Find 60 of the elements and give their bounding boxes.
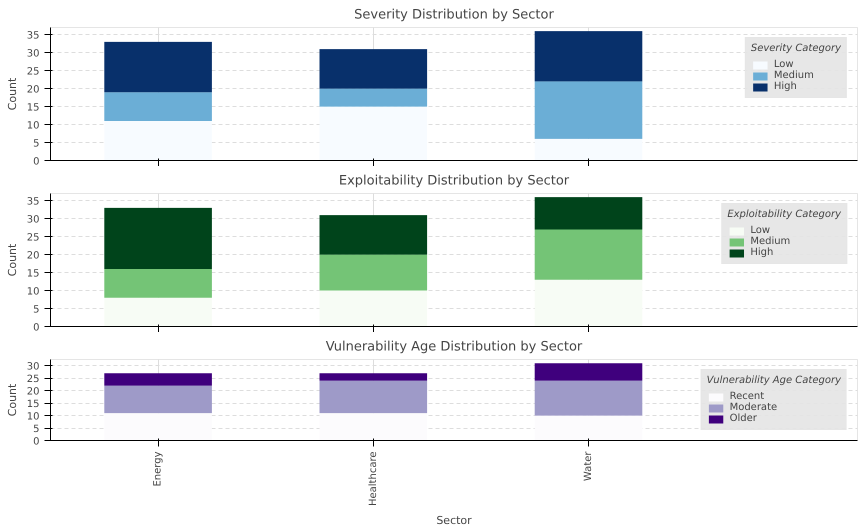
bar	[104, 268, 212, 298]
bar	[104, 42, 212, 92]
bar	[320, 373, 428, 381]
y-tick-label: 30	[26, 362, 40, 373]
y-axis-title: Count	[6, 242, 19, 276]
y-tick-label: 15	[26, 399, 40, 410]
legend-label: Low	[750, 225, 770, 236]
x-axis-title: Sector	[436, 514, 472, 528]
legend-label: Older	[730, 413, 757, 424]
bar	[534, 363, 642, 381]
y-tick-label: 15	[26, 102, 40, 114]
bar	[320, 49, 428, 89]
legend-title: Vulnerability Age Category	[706, 375, 841, 386]
bar	[104, 208, 212, 269]
y-tick-label: 20	[26, 84, 40, 96]
y-tick-label: 25	[26, 66, 40, 78]
y-tick-label: 30	[26, 214, 40, 226]
y-tick-label: 25	[26, 374, 40, 386]
y-tick-label: 35	[26, 30, 40, 42]
y-tick-label: 10	[26, 412, 40, 423]
y-tick-label: 15	[26, 268, 40, 280]
legend-label: Recent	[730, 391, 764, 402]
y-tick-label: 10	[26, 286, 40, 298]
legend-label: Moderate	[730, 402, 778, 413]
y-tick-label: 20	[26, 386, 40, 398]
bar	[534, 31, 642, 82]
x-tick-label: Energy	[152, 451, 164, 487]
y-tick-label: 30	[26, 48, 40, 60]
y-axis-title: Count	[6, 76, 19, 110]
y-tick-label: 0	[33, 436, 40, 448]
bar	[104, 373, 212, 386]
legend-label: High	[774, 81, 797, 92]
bar	[534, 229, 642, 280]
bar	[320, 254, 428, 291]
chart-title: Exploitability Distribution by Sector	[338, 174, 570, 188]
y-tick-label: 0	[33, 322, 40, 334]
legend-label: Low	[774, 59, 794, 70]
y-tick-label: 5	[33, 424, 40, 436]
bar	[104, 298, 212, 326]
y-tick-label: 35	[26, 196, 40, 208]
bar	[534, 197, 642, 230]
chart-title: Vulnerability Age Distribution by Sector	[326, 340, 583, 354]
legend-label: Medium	[774, 70, 814, 81]
y-tick-label: 0	[33, 156, 40, 168]
y-tick-label: 5	[33, 304, 40, 316]
bar	[320, 215, 428, 255]
y-tick-label: 25	[26, 232, 40, 244]
y-tick-label: 10	[26, 120, 40, 132]
legend-title: Severity Category	[750, 43, 841, 54]
bar	[534, 280, 642, 326]
legend-label: High	[750, 247, 774, 258]
chart-title: Severity Distribution by Sector	[354, 8, 554, 22]
y-axis-title: Count	[6, 382, 19, 416]
y-tick-label: 5	[33, 138, 40, 150]
x-tick-label: Water	[583, 450, 594, 482]
y-tick-label: 20	[26, 250, 40, 262]
x-tick-label: Healthcare	[368, 451, 379, 506]
legend-label: Medium	[750, 236, 790, 247]
bar	[320, 290, 428, 326]
legend-title: Exploitability Category	[727, 209, 841, 220]
